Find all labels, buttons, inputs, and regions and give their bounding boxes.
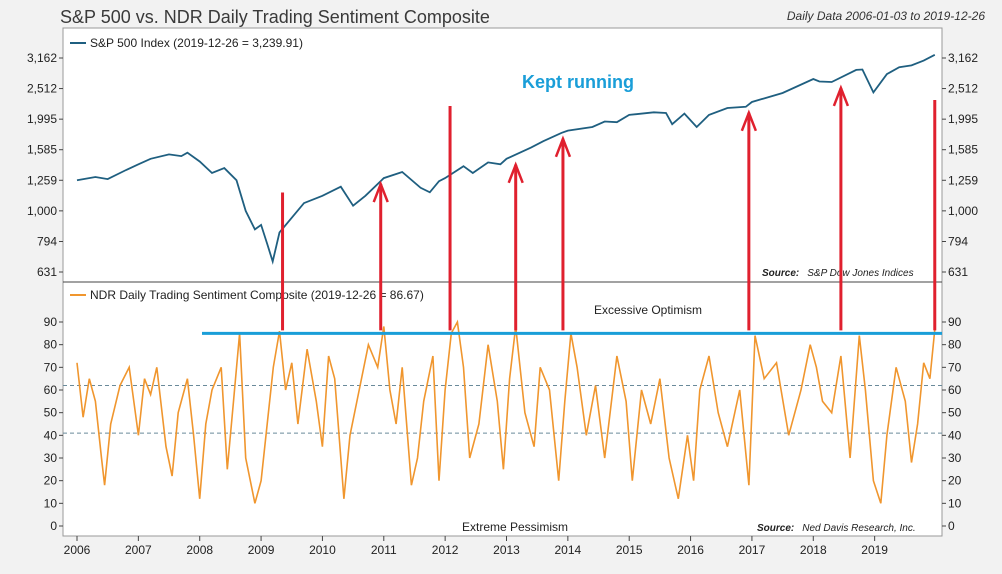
top-y-axis-left: 631 794 1,000 1,259 1,585 1,995 2,512 3,162	[27, 51, 63, 279]
zone-bottom-label: Extreme Pessimism	[462, 520, 568, 534]
top-y-tick-label-left: 1,995	[27, 112, 57, 126]
bottom-y-tick-label-left: 0	[50, 519, 57, 533]
bottom-y-tick-label-right: 40	[948, 428, 962, 442]
bottom-source-text: Ned Davis Research, Inc.	[802, 523, 915, 534]
top-y-tick-label-left: 1,585	[27, 143, 57, 157]
top-y-tick-label-right: 631	[948, 265, 968, 279]
top-y-tick-label-right: 1,000	[948, 204, 978, 218]
x-tick-label: 2017	[739, 543, 766, 557]
bottom-y-tick-label-left: 60	[44, 383, 58, 397]
top-y-tick-label-left: 1,000	[27, 204, 57, 218]
bottom-series-group	[76, 319, 936, 504]
top-y-tick-label-right: 1,585	[948, 143, 978, 157]
top-y-tick-label-left: 1,259	[27, 173, 57, 187]
marker-arrowhead	[554, 135, 572, 158]
x-tick-label: 2007	[125, 543, 152, 557]
x-tick-label: 2010	[309, 543, 336, 557]
bottom-y-tick-label-left: 50	[44, 406, 58, 420]
sp500-line	[76, 54, 936, 265]
bottom-y-tick-label-right: 80	[948, 338, 962, 352]
bottom-y-tick-label-left: 40	[44, 428, 58, 442]
top-y-tick-label-right: 1,995	[948, 112, 978, 126]
bottom-legend: NDR Daily Trading Sentiment Composite (2…	[70, 288, 424, 302]
top-source-text: S&P Dow Jones Indices	[807, 268, 913, 279]
bottom-y-tick-label-right: 10	[948, 496, 962, 510]
annotation-kept-running: Kept running	[522, 72, 634, 92]
bottom-y-tick-label-right: 60	[948, 383, 962, 397]
top-y-tick-label-right: 1,259	[948, 173, 978, 187]
x-tick-label: 2016	[677, 543, 704, 557]
bottom-y-tick-label-left: 30	[44, 451, 58, 465]
bottom-source-label: Source:	[757, 523, 794, 534]
bottom-y-tick-label-right: 20	[948, 474, 962, 488]
bottom-y-tick-label-left: 10	[44, 496, 58, 510]
x-tick-label: 2015	[616, 543, 643, 557]
bottom-y-tick-label-left: 80	[44, 338, 58, 352]
zone-top-label: Excessive Optimism	[594, 303, 702, 317]
bottom-y-axis-right: 0 10 20 30 40 50 60 70 80 90	[942, 315, 962, 533]
x-tick-label: 2006	[64, 543, 91, 557]
bottom-y-tick-label-right: 0	[948, 519, 955, 533]
top-y-tick-label-left: 3,162	[27, 51, 57, 65]
top-source-label: Source:	[762, 268, 799, 279]
top-source: Source: S&P Dow Jones Indices	[762, 268, 914, 279]
x-tick-label: 2009	[248, 543, 275, 557]
x-tick-label: 2011	[371, 543, 397, 557]
x-tick-label: 2014	[555, 543, 582, 557]
bottom-y-tick-label-right: 30	[948, 451, 962, 465]
bottom-y-tick-label-right: 70	[948, 360, 962, 374]
marker-arrowhead	[740, 109, 758, 132]
bottom-y-tick-label-right: 50	[948, 406, 962, 420]
chart-subtitle: Daily Data 2006-01-03 to 2019-12-26	[787, 9, 985, 23]
x-axis: 2006 2007 2008 2009 2010 2011 2012 2013 2014 2015…	[64, 536, 888, 557]
x-tick-label: 2012	[432, 543, 459, 557]
marker-arrowhead	[507, 161, 524, 184]
bottom-source: Source: Ned Davis Research, Inc.	[757, 523, 916, 534]
bottom-legend-label: NDR Daily Trading Sentiment Composite (2…	[90, 288, 424, 302]
bottom-y-tick-label-left: 90	[44, 315, 58, 329]
marker-arrowhead	[372, 180, 389, 203]
top-y-tick-label-right: 3,162	[948, 51, 978, 65]
x-tick-label: 2013	[493, 543, 520, 557]
chart-title: S&P 500 vs. NDR Daily Trading Sentiment …	[60, 7, 490, 27]
bottom-y-tick-label-left: 20	[44, 474, 58, 488]
top-y-tick-label-right: 794	[948, 234, 968, 248]
x-tick-label: 2008	[186, 543, 213, 557]
top-y-axis-right: 631 794 1,000 1,259 1,585 1,995 2,512 3,162	[942, 51, 978, 279]
sentiment-line	[76, 319, 936, 504]
top-y-tick-label-left: 2,512	[27, 82, 57, 96]
bottom-y-tick-label-right: 90	[948, 315, 962, 329]
x-tick-label: 2018	[800, 543, 827, 557]
top-legend: S&P 500 Index (2019-12-26 = 3,239.91)	[70, 36, 303, 50]
bottom-y-axis-left: 0 10 20 30 40 50 60 70 80 90	[44, 315, 63, 533]
x-tick-label: 2019	[861, 543, 888, 557]
top-legend-label: S&P 500 Index (2019-12-26 = 3,239.91)	[90, 36, 303, 50]
marker-arrowhead	[832, 84, 850, 107]
top-y-tick-label-left: 631	[37, 265, 57, 279]
top-y-tick-label-right: 2,512	[948, 82, 978, 96]
top-y-tick-label-left: 794	[37, 234, 57, 248]
top-series-group	[76, 54, 936, 265]
marker-group	[202, 84, 942, 335]
bottom-y-tick-label-left: 70	[44, 360, 58, 374]
